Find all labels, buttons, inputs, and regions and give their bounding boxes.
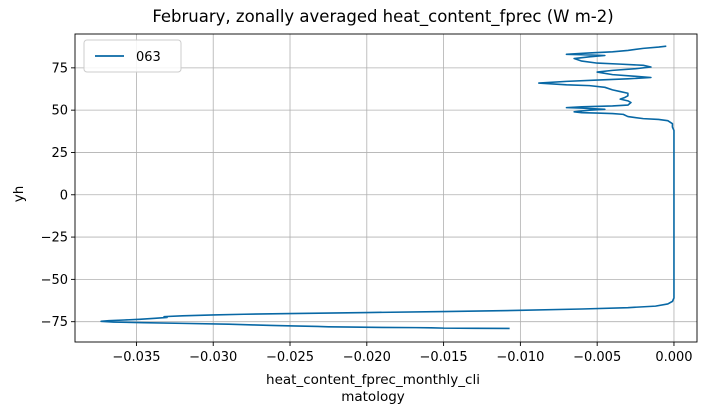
- x-axis-label-line-2: matology: [341, 389, 405, 405]
- y-tick-label: −50: [41, 273, 68, 288]
- series-line-063: [100, 45, 675, 330]
- legend-label-063: 063: [136, 50, 161, 65]
- x-tick-label: −0.035: [112, 350, 160, 365]
- y-tick-label: 75: [51, 61, 68, 76]
- y-tick-label: 50: [51, 104, 68, 119]
- plot-area: [100, 45, 675, 330]
- x-tick-label: −0.025: [266, 350, 314, 365]
- y-tick-label: 0: [60, 188, 68, 203]
- y-axis-label: yh: [11, 186, 27, 203]
- x-tick-label: −0.010: [496, 350, 544, 365]
- y-ticks: −75 −50 −25 0 25 50 75: [41, 61, 75, 330]
- x-axis-label-line-1: heat_content_fprec_monthly_cli: [266, 372, 480, 388]
- x-tick-label: −0.015: [420, 350, 468, 365]
- y-tick-label: −75: [41, 315, 68, 330]
- legend: 063: [83, 39, 182, 73]
- y-tick-label: −25: [41, 231, 68, 246]
- x-tick-label: −0.005: [573, 350, 621, 365]
- axes-frame: [74, 33, 698, 343]
- x-ticks: −0.035 −0.030 −0.025 −0.020 −0.015 −0.010 −0.0…: [112, 342, 693, 365]
- legend-box: [83, 39, 182, 73]
- y-tick-label: 25: [51, 146, 68, 161]
- x-tick-label: 0.000: [655, 350, 692, 365]
- x-tick-label: −0.020: [343, 350, 391, 365]
- x-tick-label: −0.030: [189, 350, 237, 365]
- chart-title: February, zonally averaged heat_content_…: [152, 7, 613, 27]
